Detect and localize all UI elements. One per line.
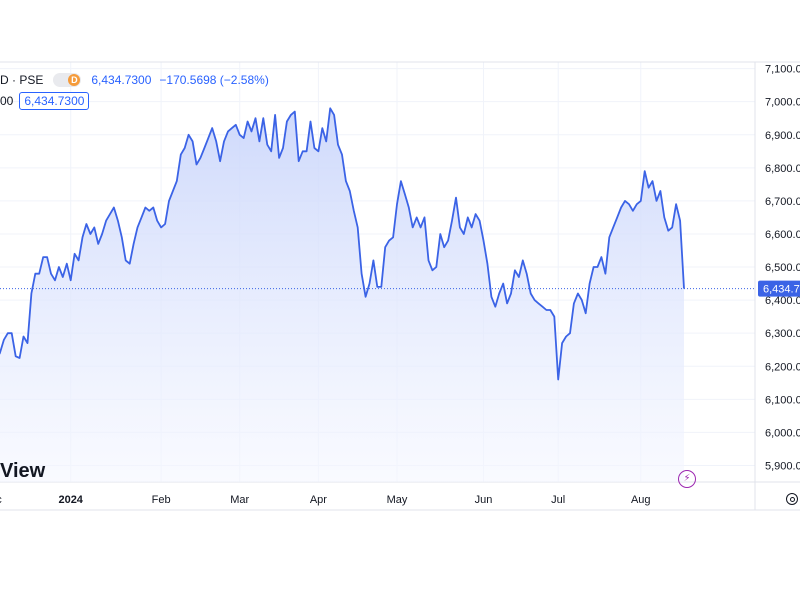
badge-letter: D: [68, 74, 81, 86]
x-axis[interactable]: ec 2024 Feb Mar Apr May Jun Jul Aug: [0, 494, 651, 506]
x-tick-label: Apr: [310, 494, 327, 506]
x-tick-label: Feb: [152, 494, 171, 506]
y-tick-label: 7,100.000: [765, 64, 800, 76]
y-tick-label: 6,700.000: [765, 196, 800, 208]
last-price-tag: 6,434.7: [758, 280, 800, 297]
y-tick-label: 6,100.000: [765, 394, 800, 406]
y-tick-label: 6,500.000: [765, 262, 800, 274]
y-tick-label: 5,900.000: [765, 460, 800, 472]
watermark-logo: View: [0, 460, 46, 482]
y-tick-label: 6,800.000: [765, 163, 800, 175]
last-price-tag-label: 6,434.7: [763, 284, 800, 296]
price-series-line: [0, 107, 685, 381]
price-area-fill: [0, 108, 684, 482]
change-value: −170.5698 (−2.58%): [159, 73, 269, 87]
indicator-row: 00 6,434.7300: [0, 92, 90, 110]
y-tick-label: 6,300.000: [765, 328, 800, 340]
y-axis[interactable]: 7,100.000 7,000.000 6,900.000 6,800.000 6,70…: [765, 64, 800, 473]
x-tick-label: Mar: [230, 494, 249, 506]
x-tick-label: Aug: [631, 494, 651, 506]
indicator-value-box: 6,434.7300: [19, 92, 90, 110]
y-tick-label: 6,600.000: [765, 229, 800, 241]
x-tick-label: 2024: [58, 494, 83, 506]
x-tick-label: Jul: [551, 494, 565, 506]
y-tick-label: 7,000.000: [765, 97, 800, 109]
y-tick-label: 6,000.000: [765, 427, 800, 439]
timeframe-badge[interactable]: D: [53, 73, 82, 87]
y-tick-label: 6,400.000: [765, 295, 800, 307]
x-tick-label: May: [387, 494, 408, 506]
x-tick-label: ec: [0, 494, 2, 506]
symbol-label[interactable]: D · PSE: [0, 73, 44, 87]
series-legend[interactable]: D · PSE D 6,434.7300 −170.5698 (−2.58%): [0, 72, 269, 88]
y-tick-label: 6,900.000: [765, 130, 800, 142]
x-tick-label: Jun: [475, 494, 493, 506]
indicator-prefix: 00: [0, 94, 14, 108]
y-tick-label: 6,200.000: [765, 361, 800, 373]
last-value: 6,434.7300: [91, 73, 152, 87]
lightning-icon[interactable]: ⚡: [678, 470, 696, 488]
gear-icon[interactable]: [786, 493, 798, 505]
